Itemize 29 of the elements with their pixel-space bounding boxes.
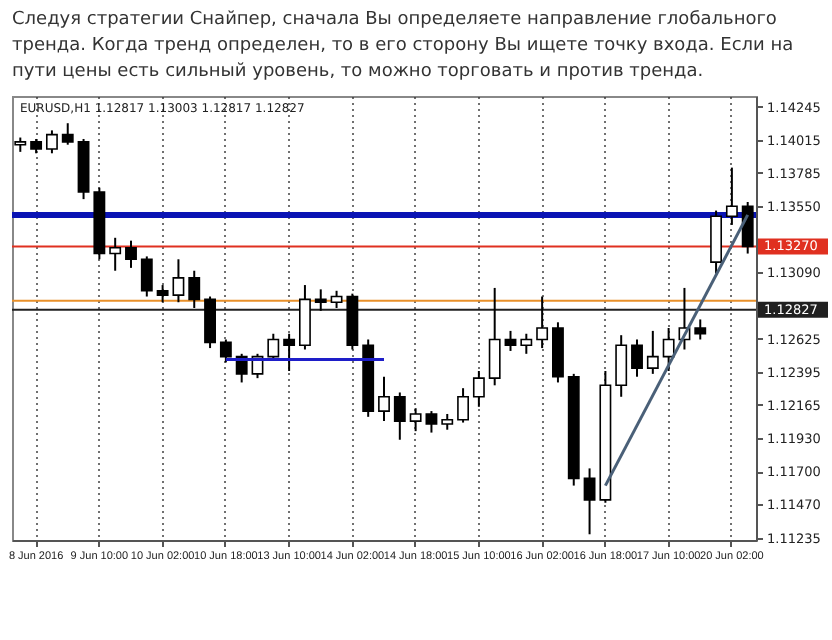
candlestick	[472, 369, 485, 408]
candlestick	[741, 200, 754, 255]
candlestick	[204, 295, 216, 350]
candlestick	[725, 166, 738, 226]
candlestick	[662, 327, 675, 372]
candlestick	[393, 391, 406, 441]
candlestick	[125, 239, 137, 269]
candlestick	[457, 387, 469, 424]
candlestick	[504, 329, 517, 352]
candlestick	[219, 338, 232, 364]
chart-title: Следуя стратегии Снайпер, сначала Вы определяете направление глобального тренда. Когда тренд определен, то в его сторону Вы ищете точку входа. Если на пути цены есть сильный уровень, то можно торговать и против тренда.	[12, 10, 794, 82]
candlestick	[267, 332, 280, 361]
candlestick	[140, 255, 153, 298]
candlestick	[631, 338, 643, 378]
candlestick	[488, 286, 501, 387]
candlestick	[188, 269, 201, 309]
candlestick	[299, 284, 311, 351]
candlestick	[694, 318, 707, 341]
candlestick	[283, 332, 296, 372]
candlestick	[314, 288, 327, 312]
candlestick	[109, 236, 122, 272]
candlestick	[378, 375, 390, 423]
candlestick	[45, 129, 58, 155]
candlestick	[646, 329, 659, 375]
candlestick	[710, 209, 723, 275]
candlestick	[520, 332, 533, 355]
candlestick	[61, 122, 74, 146]
candlestick	[615, 334, 628, 398]
candlestick	[536, 295, 549, 350]
